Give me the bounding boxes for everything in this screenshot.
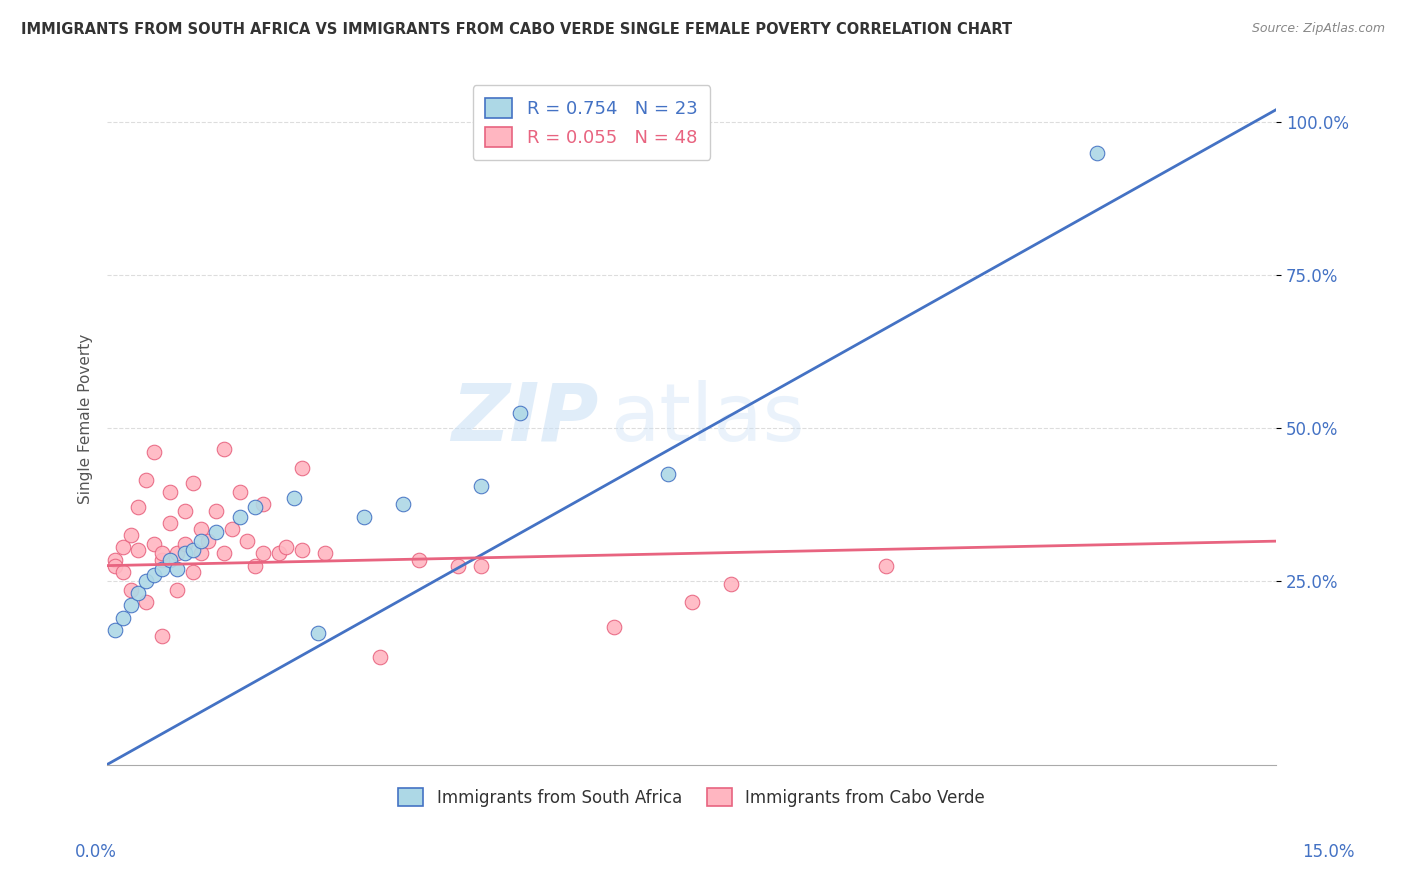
Point [236,534,259,549]
Point [470,558,492,573]
Point [252,497,274,511]
Point [252,546,274,560]
Point [408,552,430,566]
Point [120,583,142,598]
Point [104,552,127,566]
Point [150,562,173,576]
Point [142,445,165,459]
Point [142,567,165,582]
Point [120,528,142,542]
Point [291,460,314,475]
Point [470,479,492,493]
Point [150,546,173,560]
Point [174,503,197,517]
Point [221,522,243,536]
Point [314,546,336,560]
Point [228,509,250,524]
Point [509,406,531,420]
Point [228,485,250,500]
Text: 15.0%: 15.0% [1302,843,1355,861]
Point [174,537,197,551]
Point [190,546,212,560]
Legend: Immigrants from South Africa, Immigrants from Cabo Verde: Immigrants from South Africa, Immigrants… [389,780,993,815]
Point [245,500,267,515]
Point [353,509,375,524]
Point [681,595,703,609]
Point [875,558,897,573]
Point [135,473,157,487]
Point [190,534,212,549]
Point [283,491,305,506]
Point [245,558,267,573]
Point [181,475,204,490]
Text: ZIP: ZIP [451,380,598,458]
Point [392,497,415,511]
Point [135,574,157,588]
Point [127,543,149,558]
Point [159,516,181,530]
Point [150,552,173,566]
Point [276,541,298,555]
Point [602,620,624,634]
Point [111,541,134,555]
Text: Source: ZipAtlas.com: Source: ZipAtlas.com [1251,22,1385,36]
Point [166,546,188,560]
Point [120,599,142,613]
Point [368,650,391,665]
Point [181,543,204,558]
Text: IMMIGRANTS FROM SOUTH AFRICA VS IMMIGRANTS FROM CABO VERDE SINGLE FEMALE POVERTY: IMMIGRANTS FROM SOUTH AFRICA VS IMMIGRAN… [21,22,1012,37]
Point [150,629,173,643]
Point [212,546,235,560]
Point [166,562,188,576]
Point [104,558,127,573]
Point [181,565,204,579]
Point [1085,145,1108,160]
Point [166,583,188,598]
Point [127,586,149,600]
Point [111,610,134,624]
Point [190,522,212,536]
Point [174,546,197,560]
Text: 0.0%: 0.0% [75,843,117,861]
Point [159,485,181,500]
Text: atlas: atlas [610,380,804,458]
Point [127,500,149,515]
Point [135,595,157,609]
Point [720,577,742,591]
Y-axis label: Single Female Poverty: Single Female Poverty [79,334,93,504]
Point [159,552,181,566]
Point [267,546,290,560]
Point [307,626,329,640]
Point [104,623,127,637]
Point [205,503,228,517]
Point [212,442,235,457]
Point [142,537,165,551]
Point [291,543,314,558]
Point [197,534,219,549]
Point [111,565,134,579]
Point [205,524,228,539]
Point [657,467,679,481]
Point [447,558,470,573]
